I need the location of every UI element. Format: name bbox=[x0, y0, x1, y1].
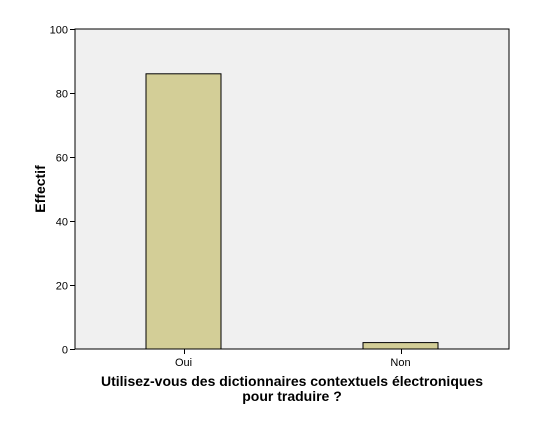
x-tick-label: Oui bbox=[175, 357, 192, 369]
plot-area bbox=[74, 28, 510, 350]
y-tick-label: 40 bbox=[56, 217, 68, 229]
y-axis-ticks: 0 20 40 60 80 100 bbox=[50, 25, 75, 357]
x-axis-ticks: Oui Non bbox=[175, 349, 411, 369]
x-axis-title-line-2: pour traduire ? bbox=[242, 388, 342, 404]
y-axis-title: Effectif bbox=[32, 165, 48, 213]
y-tick-label: 80 bbox=[56, 89, 68, 101]
y-tick-label: 20 bbox=[56, 281, 68, 293]
y-tick-label: 100 bbox=[50, 25, 68, 37]
y-tick-label: 60 bbox=[56, 153, 68, 165]
x-axis-title-line-1: Utilisez-vous des dictionnaires contextu… bbox=[101, 373, 483, 389]
bar-oui bbox=[145, 73, 222, 350]
x-tick-label: Non bbox=[390, 357, 410, 369]
bar-non bbox=[362, 342, 439, 350]
y-tick-label: 0 bbox=[62, 345, 68, 357]
